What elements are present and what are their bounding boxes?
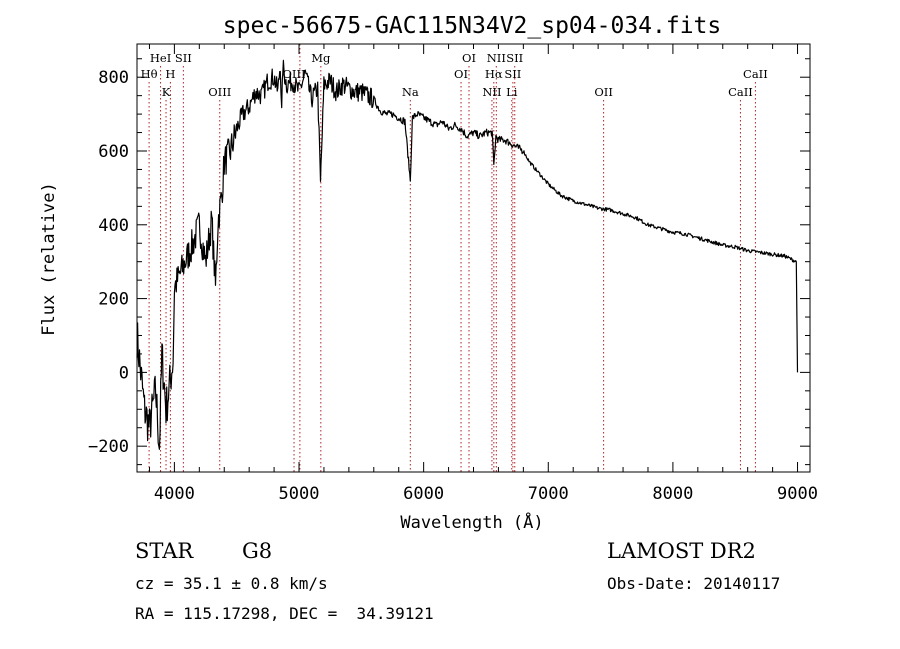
x-tick-label-4: 8000 — [652, 484, 693, 504]
y-axis-label: Flux (relative) — [39, 182, 59, 336]
x-axis-label: Wavelength (Å) — [400, 511, 543, 533]
line-label-15: Li — [506, 85, 518, 99]
object-class: STAR — [135, 539, 194, 563]
line-label-18: OII — [594, 85, 613, 99]
redshift-readout: cz = 35.1 ± 0.8 km/s — [135, 574, 328, 593]
line-label-11: OI — [462, 51, 476, 65]
coordinates: RA = 115.17298, DEC = 34.39121 — [135, 604, 434, 623]
object-subclass: G8 — [242, 539, 273, 563]
line-label-9: Na — [402, 85, 419, 99]
line-label-5: OIII — [208, 85, 231, 99]
line-label-2: K — [162, 85, 171, 99]
line-label-12: NII — [482, 85, 501, 99]
line-label-8: Mg — [311, 51, 331, 65]
line-label-1: HeI — [150, 51, 171, 65]
line-label-14: NII — [487, 51, 506, 65]
y-tick-label-1: 0 — [119, 363, 129, 383]
plot-frame — [136, 43, 811, 473]
line-label-16: SII — [504, 67, 521, 81]
spectral-line-labels: HθHeIKHSIIOIIIOIIIMgNaOIOINIIHαNIILiSIIS… — [141, 51, 768, 99]
x-tick-label-1: 5000 — [279, 484, 320, 504]
line-label-17: SII — [506, 51, 523, 65]
y-axis: −200 0 200 400 600 800 — [88, 58, 810, 466]
line-label-0: Hθ — [141, 67, 158, 81]
line-label-6: OIII — [283, 67, 306, 81]
y-tick-label-5: 800 — [98, 68, 129, 88]
line-label-4: SII — [175, 51, 192, 65]
survey-name: LAMOST DR2 — [607, 539, 756, 563]
spectrum-line — [136, 59, 799, 450]
line-label-20: CaII — [743, 67, 768, 81]
spectrum-chart: spec-56675-GAC115N34V2_sp04-034.fits Hθ H… — [39, 13, 818, 533]
x-axis: 4000 5000 6000 7000 8000 9000 — [148, 44, 818, 504]
x-tick-label-3: 7000 — [528, 484, 569, 504]
x-tick-label-0: 4000 — [154, 484, 195, 504]
x-tick-label-5: 9000 — [777, 484, 818, 504]
spectral-line-markers — [148, 44, 756, 472]
y-tick-label-4: 600 — [98, 142, 129, 162]
line-label-19: CaII — [728, 85, 753, 99]
y-tick-label-0: −200 — [88, 437, 129, 457]
line-label-10: OI — [454, 67, 468, 81]
x-tick-label-2: 6000 — [403, 484, 444, 504]
chart-title: spec-56675-GAC115N34V2_sp04-034.fits — [223, 13, 722, 39]
obs-date: Obs-Date: 20140117 — [607, 574, 781, 593]
y-tick-label-3: 400 — [98, 216, 129, 236]
line-label-13: Hα — [485, 67, 503, 81]
y-tick-label-2: 200 — [98, 290, 129, 310]
line-label-3: H — [165, 67, 175, 81]
